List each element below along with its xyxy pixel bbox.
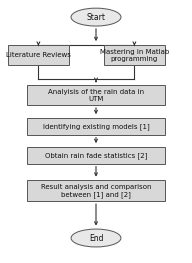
- Ellipse shape: [71, 8, 121, 26]
- Text: Identifying existing models [1]: Identifying existing models [1]: [43, 123, 149, 130]
- Text: Literature Reviews: Literature Reviews: [6, 52, 71, 58]
- Text: Analyisis of the rain data in
UTM: Analyisis of the rain data in UTM: [48, 89, 144, 102]
- FancyBboxPatch shape: [27, 118, 165, 135]
- FancyBboxPatch shape: [8, 45, 69, 65]
- Text: End: End: [89, 234, 103, 242]
- FancyBboxPatch shape: [27, 85, 165, 105]
- Text: Mastering in Matlab
programming: Mastering in Matlab programming: [100, 49, 169, 62]
- Text: Obtain rain fade statistics [2]: Obtain rain fade statistics [2]: [45, 152, 147, 159]
- Ellipse shape: [71, 229, 121, 247]
- Text: Start: Start: [87, 13, 105, 22]
- Text: Result analysis and comparison
between [1] and [2]: Result analysis and comparison between […: [41, 184, 151, 198]
- FancyBboxPatch shape: [104, 45, 165, 65]
- FancyBboxPatch shape: [27, 147, 165, 164]
- FancyBboxPatch shape: [27, 180, 165, 201]
